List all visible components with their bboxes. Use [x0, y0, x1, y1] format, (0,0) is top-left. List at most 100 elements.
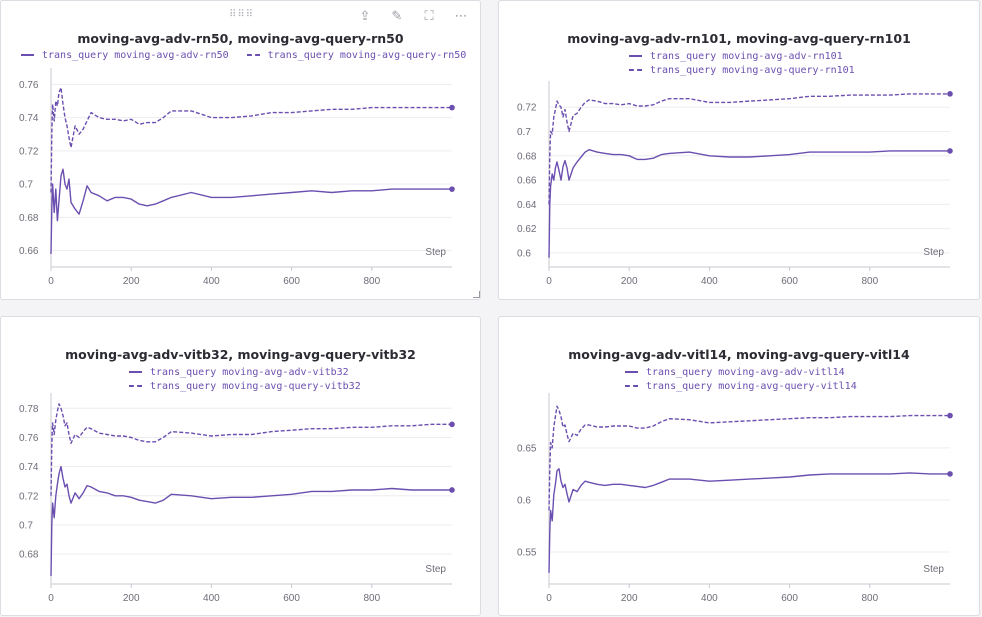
legend-item[interactable]: trans_query moving-avg-query-rn50: [246, 48, 467, 62]
legend-item[interactable]: trans_query moving-avg-adv-vitl14: [625, 365, 857, 379]
y-tick-label: 0.6: [517, 248, 531, 259]
y-tick-label: 0.68: [19, 550, 39, 561]
y-tick-label: 0.7: [19, 520, 33, 531]
x-tick-label: 600: [283, 593, 300, 604]
y-tick-label: 0.72: [19, 491, 39, 502]
fullscreen-icon[interactable]: ⛶: [424, 9, 434, 24]
series-end-point: [947, 91, 953, 97]
chart-title: moving-avg-adv-vitb32, moving-avg-query-…: [65, 347, 416, 362]
y-tick-label: 0.74: [19, 113, 39, 124]
series-end-point: [449, 487, 455, 493]
chart-panel-vitl14[interactable]: moving-avg-adv-vitl14, moving-avg-query-…: [498, 316, 980, 616]
legend-swatch-solid: [625, 371, 638, 373]
series-end-point: [449, 421, 455, 428]
legend-item[interactable]: trans_query moving-avg-query-vitl14: [625, 379, 857, 393]
legend-label: trans_query moving-avg-adv-rn50: [42, 49, 229, 61]
y-tick-label: 0.64: [517, 200, 537, 211]
chart-title: moving-avg-adv-rn50, moving-avg-query-rn…: [77, 31, 404, 46]
x-tick-label: 800: [363, 593, 380, 604]
chart-title: moving-avg-adv-vitl14, moving-avg-query-…: [568, 347, 910, 362]
x-tick-label: 400: [701, 593, 718, 604]
y-tick-label: 0.55: [517, 548, 537, 559]
legend-swatch-solid: [21, 54, 34, 56]
series-end-point: [947, 412, 953, 419]
series-line: [548, 468, 950, 573]
y-tick-label: 0.68: [19, 213, 39, 224]
x-tick-label: 800: [861, 276, 878, 287]
legend-label: trans_query moving-avg-adv-vitl14: [646, 366, 845, 378]
y-tick-label: 0.62: [517, 224, 537, 235]
legend-item[interactable]: trans_query moving-avg-adv-rn101: [629, 49, 855, 63]
legend-item[interactable]: trans_query moving-avg-adv-vitb32: [129, 365, 361, 379]
chart-svg: 0.6 0.62 0.64 0.66 0.68 0.7 0.72 0 200 400 600 800 S…: [517, 81, 953, 287]
y-tick-label: 0.7: [19, 180, 33, 191]
legend-label: trans_query moving-avg-adv-vitb32: [150, 366, 349, 378]
chart-panel-vitb32[interactable]: moving-avg-adv-vitb32, moving-avg-query-…: [0, 316, 481, 616]
y-tick-label: 0.66: [517, 176, 537, 187]
y-tick-label: 0.76: [19, 80, 39, 91]
x-tick-label: 200: [123, 276, 140, 287]
y-tick-label: 0.74: [19, 462, 39, 473]
series-line: [548, 93, 950, 205]
x-tick-label: 0: [546, 276, 552, 287]
x-tick-label: 400: [701, 276, 718, 287]
chart-panel-rn50[interactable]: ⠿⠿⠿ ⇪ ✎ ⛶ ⋯ moving-avg-adv-rn50, moving-…: [0, 0, 481, 300]
legend-item[interactable]: trans_query moving-avg-query-rn101: [629, 63, 855, 77]
series-end-point: [449, 186, 455, 192]
chart-svg: 0.66 0.68 0.7 0.72 0.74 0.76 0 200 400 600 800 Step: [19, 68, 455, 287]
drag-handle-icon[interactable]: ⠿⠿⠿: [229, 9, 254, 20]
legend-swatch-solid: [629, 55, 642, 57]
x-tick-label: 400: [203, 276, 220, 287]
y-tick-label: 0.66: [19, 246, 39, 257]
x-tick-label: 800: [861, 593, 878, 604]
x-tick-label: 200: [123, 593, 140, 604]
legend-label: trans_query moving-avg-query-rn50: [267, 49, 467, 61]
x-tick-label: 800: [363, 276, 380, 287]
y-tick-label: 0.65: [517, 443, 537, 454]
y-tick-label: 0.6: [517, 495, 531, 506]
edit-icon[interactable]: ✎: [391, 9, 403, 24]
y-tick-label: 0.76: [19, 433, 39, 444]
x-tick-label: 0: [546, 593, 552, 604]
legend-label: trans_query moving-avg-adv-rn101: [650, 50, 843, 62]
series-line: [50, 86, 452, 193]
series-line: [50, 465, 452, 577]
legend-swatch-dashed: [129, 385, 142, 387]
panel-toolbar: ⇪ ✎ ⛶ ⋯: [357, 9, 469, 25]
series-line: [548, 149, 950, 258]
share-icon[interactable]: ⇪: [359, 9, 371, 24]
legend-label: trans_query moving-avg-query-rn101: [650, 64, 855, 76]
legend-swatch-dashed: [246, 54, 260, 56]
x-tick-label: 600: [781, 276, 798, 287]
chart-legend: trans_query moving-avg-adv-rn101 trans_q…: [629, 49, 855, 77]
legend-swatch-dashed: [625, 385, 638, 387]
legend-label: trans_query moving-avg-query-vitl14: [646, 380, 857, 392]
chart-legend: trans_query moving-avg-adv-vitl14 trans_…: [625, 365, 857, 393]
x-tick-label: 600: [781, 593, 798, 604]
x-axis-label: Step: [923, 247, 944, 258]
series-line: [548, 405, 950, 511]
chart-svg: 0.68 0.7 0.72 0.74 0.76 0.78 0 200 400 600 800 Step: [19, 393, 455, 604]
chart-title: moving-avg-adv-rn101, moving-avg-query-r…: [567, 31, 911, 46]
x-axis-label: Step: [425, 247, 446, 258]
x-tick-label: 0: [48, 593, 54, 604]
resize-handle-icon[interactable]: [473, 291, 480, 298]
legend-label: trans_query moving-avg-query-vitb32: [150, 380, 361, 392]
y-tick-label: 0.7: [517, 127, 531, 138]
x-tick-label: 0: [48, 276, 54, 287]
legend-swatch-solid: [129, 371, 142, 373]
legend-swatch-dashed: [629, 69, 642, 71]
x-tick-label: 600: [283, 276, 300, 287]
more-icon[interactable]: ⋯: [454, 9, 468, 24]
y-tick-label: 0.78: [19, 404, 39, 415]
legend-item[interactable]: trans_query moving-avg-adv-rn50: [21, 48, 229, 62]
x-tick-label: 400: [203, 593, 220, 604]
chart-panel-rn101[interactable]: moving-avg-adv-rn101, moving-avg-query-r…: [498, 0, 980, 300]
chart-svg: 0.55 0.6 0.65 0 200 400 600 800 Step: [517, 393, 953, 604]
series-line: [50, 168, 452, 255]
series-end-point: [449, 104, 455, 111]
x-tick-label: 200: [621, 276, 638, 287]
legend-item[interactable]: trans_query moving-avg-query-vitb32: [129, 379, 361, 393]
series-line: [50, 403, 452, 496]
chart-legend: trans_query moving-avg-adv-rn50 trans_qu…: [21, 48, 466, 62]
